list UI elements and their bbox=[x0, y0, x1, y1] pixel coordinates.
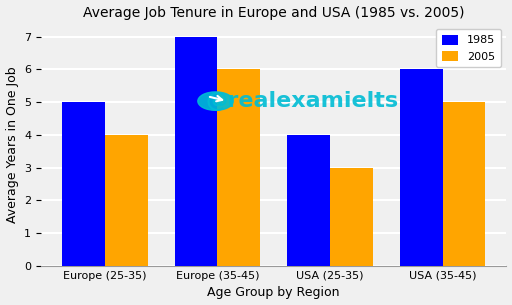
Bar bbox=[330, 168, 373, 266]
Bar bbox=[105, 135, 147, 266]
Legend: 1985, 2005: 1985, 2005 bbox=[436, 29, 501, 67]
Text: @realexamielts: @realexamielts bbox=[205, 91, 398, 111]
Bar bbox=[442, 102, 485, 266]
Bar bbox=[287, 135, 330, 266]
Bar bbox=[62, 102, 105, 266]
Bar bbox=[400, 69, 442, 266]
X-axis label: Age Group by Region: Age Group by Region bbox=[207, 286, 340, 300]
Circle shape bbox=[198, 92, 233, 110]
Title: Average Job Tenure in Europe and USA (1985 vs. 2005): Average Job Tenure in Europe and USA (19… bbox=[83, 5, 464, 20]
Bar bbox=[218, 69, 260, 266]
Bar bbox=[175, 37, 218, 266]
Y-axis label: Average Years in One Job: Average Years in One Job bbox=[6, 66, 18, 223]
